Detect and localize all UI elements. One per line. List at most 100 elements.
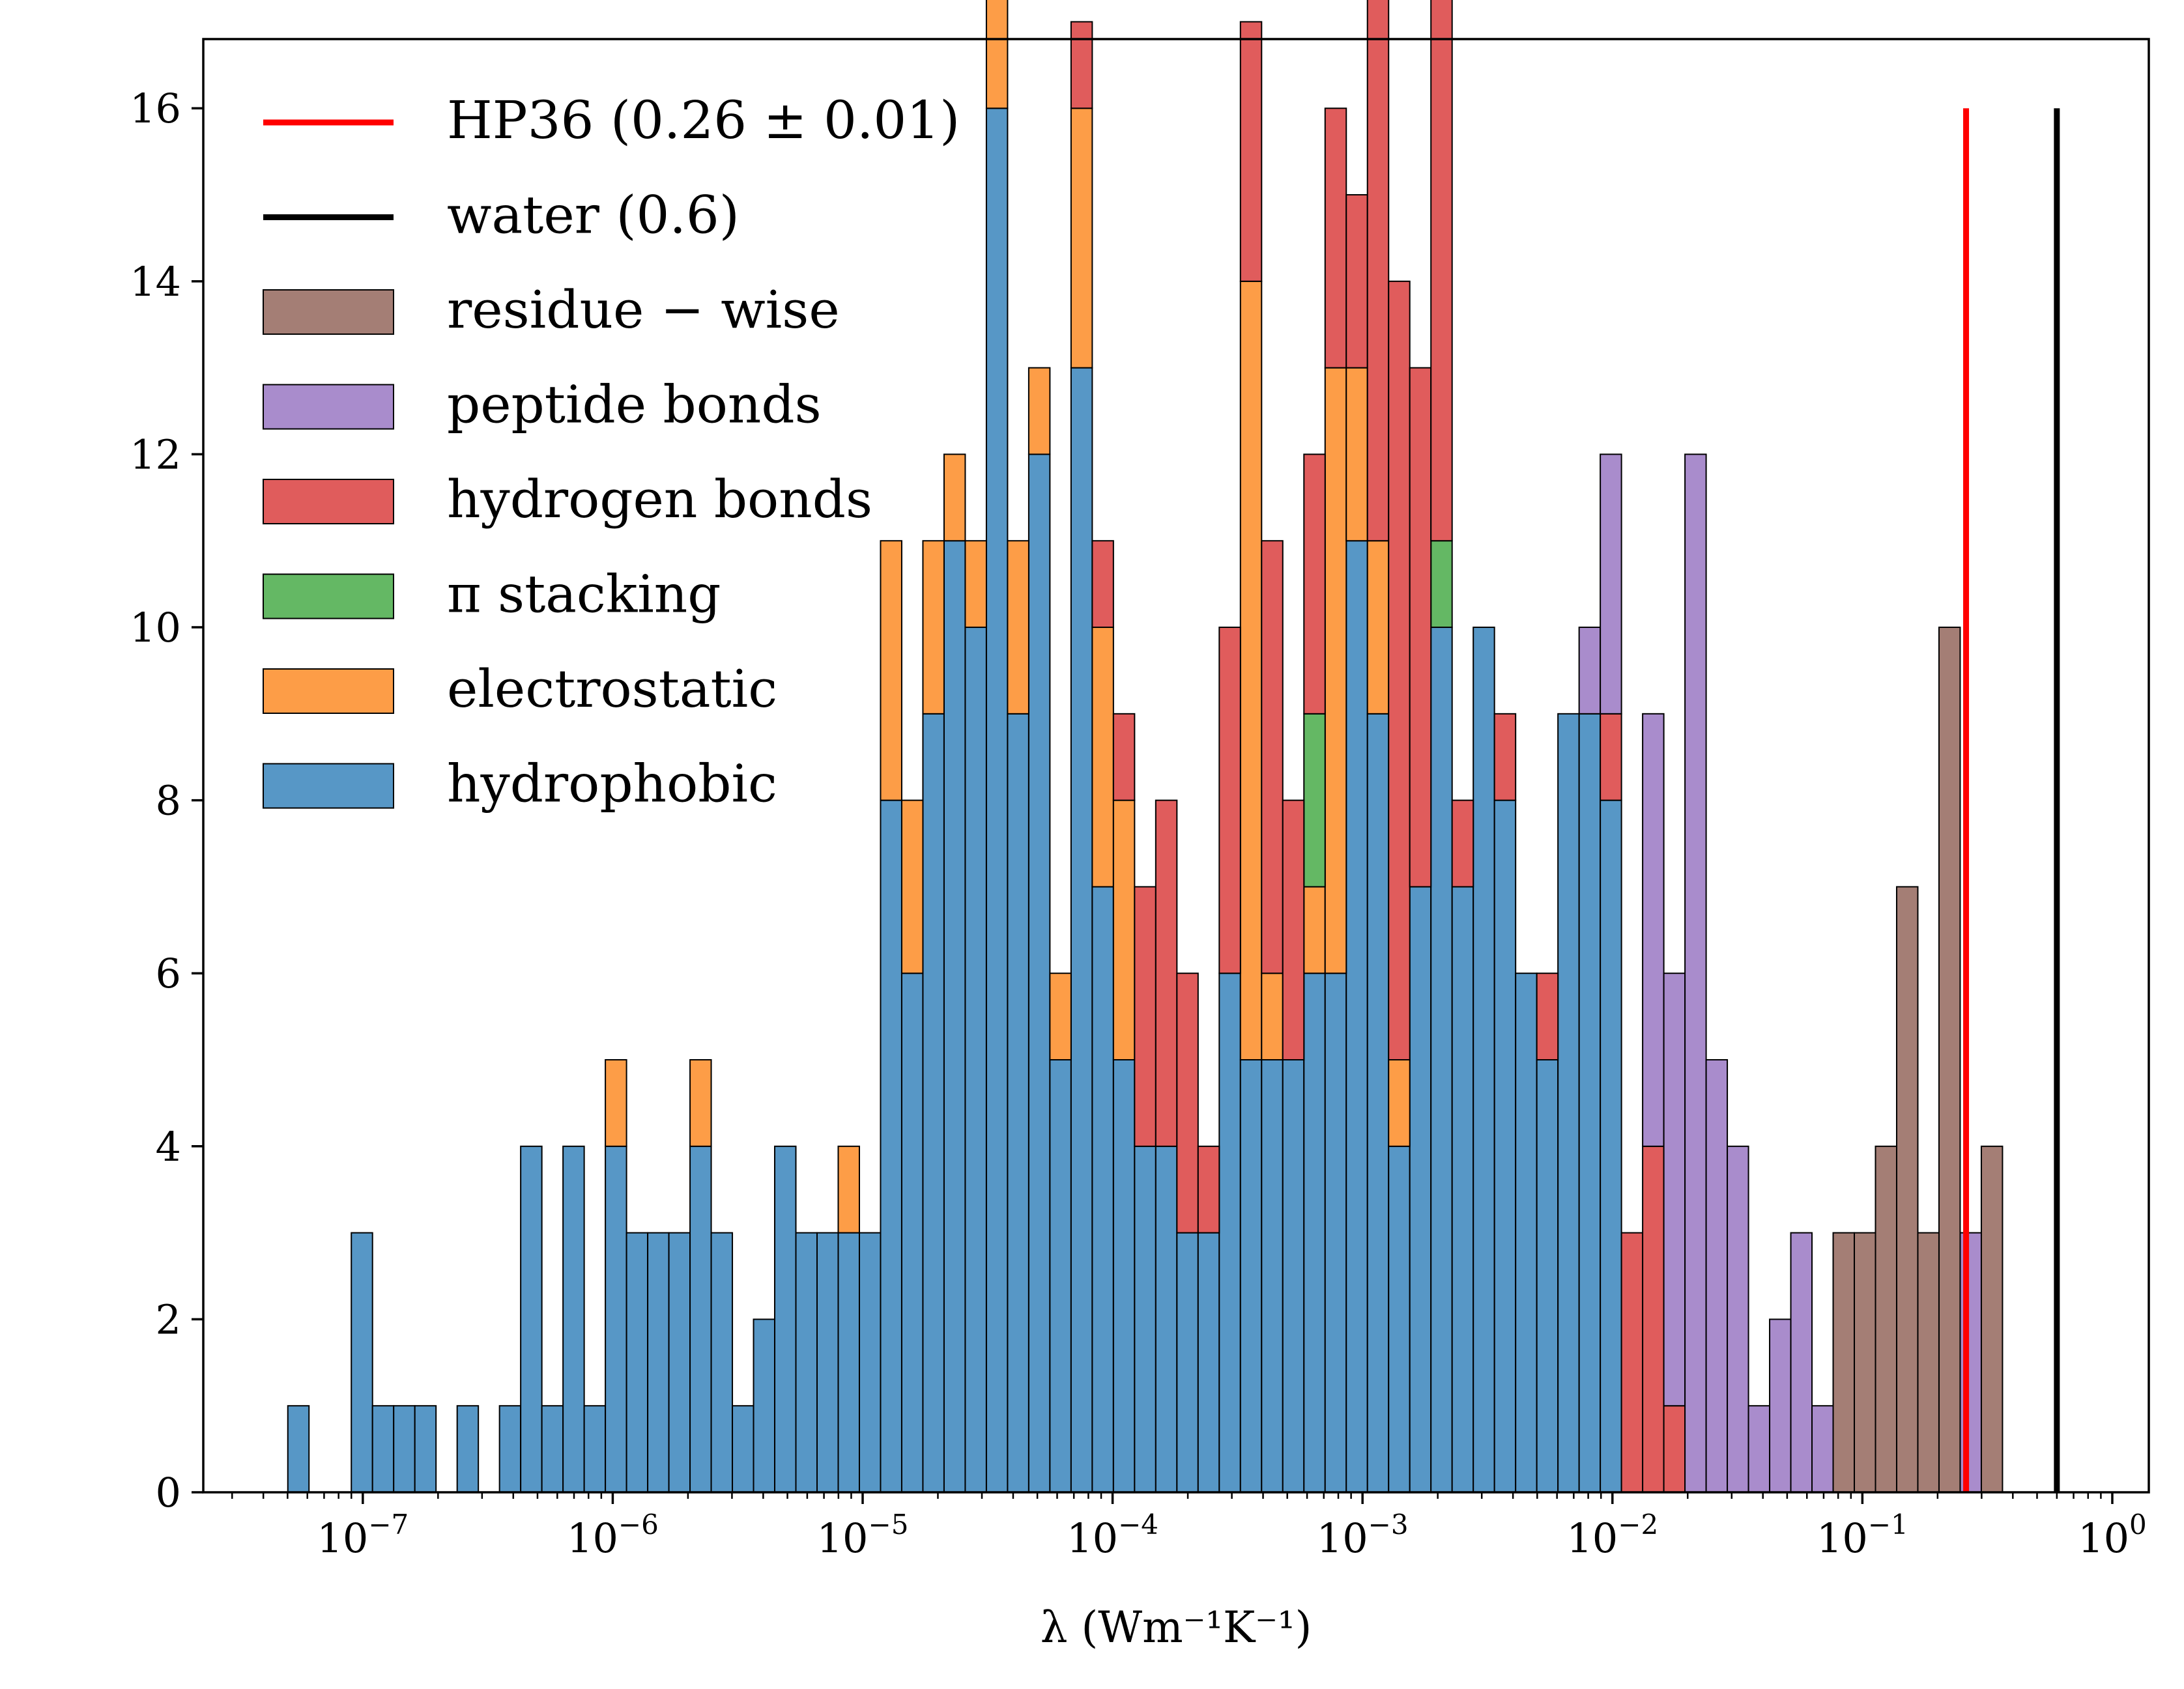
- x-tick-base: 10: [2078, 1514, 2129, 1562]
- bar-hydrophobic-17: [647, 1232, 670, 1494]
- legend-patch-swatch: [263, 668, 394, 714]
- bar-hydrophobic-50: [1345, 540, 1368, 1493]
- bar-hydrogen-bonds-48: [1303, 453, 1326, 715]
- bar-hydrophobic-26: [837, 1232, 860, 1494]
- x-tick-label: 10−5: [817, 1509, 909, 1562]
- bar-hydrophobic-34: [1007, 713, 1029, 1493]
- y-tick-label: 2: [156, 1296, 181, 1343]
- legend-label: electrostatic: [447, 659, 777, 719]
- x-tick-label: 10−7: [317, 1509, 409, 1562]
- y-tick-label: 16: [130, 85, 181, 132]
- x-tick-base: 10: [317, 1514, 368, 1562]
- bar-peptide-bonds-64: [1642, 713, 1665, 1147]
- legend-patch-swatch: [263, 573, 394, 619]
- y-tick-label: 14: [130, 258, 181, 305]
- bar-hydrophobic-56: [1473, 627, 1495, 1493]
- bar-hydrophobic-43: [1197, 1232, 1220, 1494]
- bar-hydrophobic-42: [1176, 1232, 1199, 1494]
- bar-residue-wise-77: [1917, 1232, 1940, 1494]
- x-tick-base: 10: [1566, 1514, 1618, 1562]
- bar-hydrogen-bonds-65: [1663, 1405, 1686, 1494]
- y-tick-label: 0: [156, 1469, 181, 1516]
- bar-peptide-bonds-61: [1578, 627, 1602, 715]
- bar-hydrophobic-21: [732, 1405, 754, 1494]
- bar-hydrophobic-33: [985, 107, 1009, 1494]
- y-tick-label: 4: [156, 1123, 181, 1171]
- bar-hydrophobic-11: [520, 1145, 543, 1494]
- bar-hydrophobic-38: [1091, 886, 1114, 1493]
- bar-electrostatic-26: [837, 1145, 860, 1234]
- bar-electrostatic-46: [1261, 972, 1284, 1061]
- bar-electrostatic-33: [985, 0, 1009, 109]
- bar--stacking-48: [1303, 713, 1326, 888]
- bar-hydrophobic-10: [498, 1405, 522, 1494]
- x-tick-base: 10: [817, 1514, 869, 1562]
- bar-hydrophobic-61: [1578, 713, 1602, 1493]
- bar-peptide-bonds-62: [1600, 453, 1622, 715]
- bar-hydrophobic-47: [1282, 1059, 1305, 1494]
- legend-label: π stacking: [447, 564, 721, 625]
- bar-hydrophobic-24: [795, 1232, 818, 1494]
- bar-hydrogen-bonds-45: [1239, 21, 1263, 282]
- bar-hydrophobic-49: [1324, 972, 1347, 1493]
- bar-hydrophobic-20: [710, 1232, 734, 1494]
- bar-electrostatic-35: [1027, 367, 1051, 455]
- x-tick-label: 10−3: [1317, 1509, 1409, 1562]
- bar-hydrophobic-13: [562, 1145, 585, 1494]
- bar-hydrophobic-14: [583, 1405, 607, 1494]
- bar-residue-wise-76: [1895, 886, 1919, 1493]
- bar-hydrophobic-57: [1493, 799, 1517, 1493]
- bar-hydrophobic-3: [351, 1232, 373, 1494]
- bar-hydrophobic-51: [1366, 713, 1390, 1493]
- bar-peptide-bonds-68: [1727, 1145, 1749, 1494]
- legend-patch-swatch: [263, 479, 394, 524]
- bar-hydrogen-bonds-46: [1261, 540, 1284, 974]
- reference-lines: [1963, 108, 2060, 1492]
- bar-peptide-bonds-70: [1769, 1318, 1792, 1494]
- x-tick-label: 10−2: [1566, 1509, 1658, 1562]
- bar-electrostatic-28: [880, 540, 902, 801]
- y-tick-label: 6: [156, 950, 181, 997]
- bar-hydrogen-bonds-40: [1134, 886, 1157, 1147]
- bar-peptide-bonds-66: [1684, 453, 1707, 1493]
- bar-electrostatic-37: [1070, 107, 1093, 369]
- bar-hydrophobic-27: [858, 1232, 882, 1494]
- bar-hydrogen-bonds-51: [1366, 0, 1390, 542]
- bar-hydrophobic-0: [287, 1405, 310, 1494]
- x-tick-exponent: 0: [2129, 1509, 2147, 1540]
- bar-hydrophobic-8: [456, 1405, 480, 1494]
- bar-hydrogen-bonds-54: [1430, 0, 1453, 542]
- x-tick-exponent: −7: [368, 1509, 409, 1540]
- legend-label: hydrogen bonds: [447, 469, 872, 530]
- legend-patch-swatch: [263, 384, 394, 430]
- bar-hydrophobic-6: [414, 1405, 437, 1494]
- bar-electrostatic-29: [900, 799, 924, 974]
- bar-hydrophobic-18: [668, 1232, 691, 1494]
- bar-hydrophobic-44: [1218, 972, 1241, 1493]
- bar-hydrogen-bonds-50: [1345, 194, 1368, 369]
- bar-electrostatic-48: [1303, 886, 1326, 974]
- bar-electrostatic-50: [1345, 367, 1368, 542]
- bar-peptide-bonds-71: [1790, 1232, 1813, 1494]
- legend-patch-swatch: [263, 763, 394, 809]
- x-axis-label: λ (Wm⁻¹K⁻¹): [1041, 1602, 1312, 1653]
- x-tick-base: 10: [567, 1514, 618, 1562]
- legend-label: HP36 (0.26 ± 0.01): [447, 90, 960, 150]
- bar-hydrophobic-37: [1070, 367, 1093, 1493]
- y-axis: 0 2 4 6 8 10 12 14 16: [130, 85, 203, 1516]
- bar-hydrophobic-58: [1515, 972, 1538, 1493]
- bar-hydrophobic-28: [880, 799, 902, 1493]
- bar-peptide-bonds-72: [1811, 1405, 1834, 1494]
- y-tick-label: 10: [130, 604, 181, 651]
- bar-hydrogen-bonds-39: [1112, 713, 1136, 801]
- bar-hydrophobic-40: [1134, 1145, 1157, 1494]
- bar-electrostatic-30: [922, 540, 945, 715]
- legend-label: water (0.6): [447, 185, 740, 246]
- bar-hydrophobic-52: [1388, 1145, 1411, 1494]
- bar-hydrogen-bonds-52: [1388, 280, 1411, 1061]
- bar-hydrogen-bonds-42: [1176, 972, 1199, 1234]
- bar-electrostatic-38: [1091, 627, 1114, 888]
- bar-residue-wise-78: [1938, 627, 1961, 1493]
- x-tick-exponent: −6: [618, 1509, 659, 1540]
